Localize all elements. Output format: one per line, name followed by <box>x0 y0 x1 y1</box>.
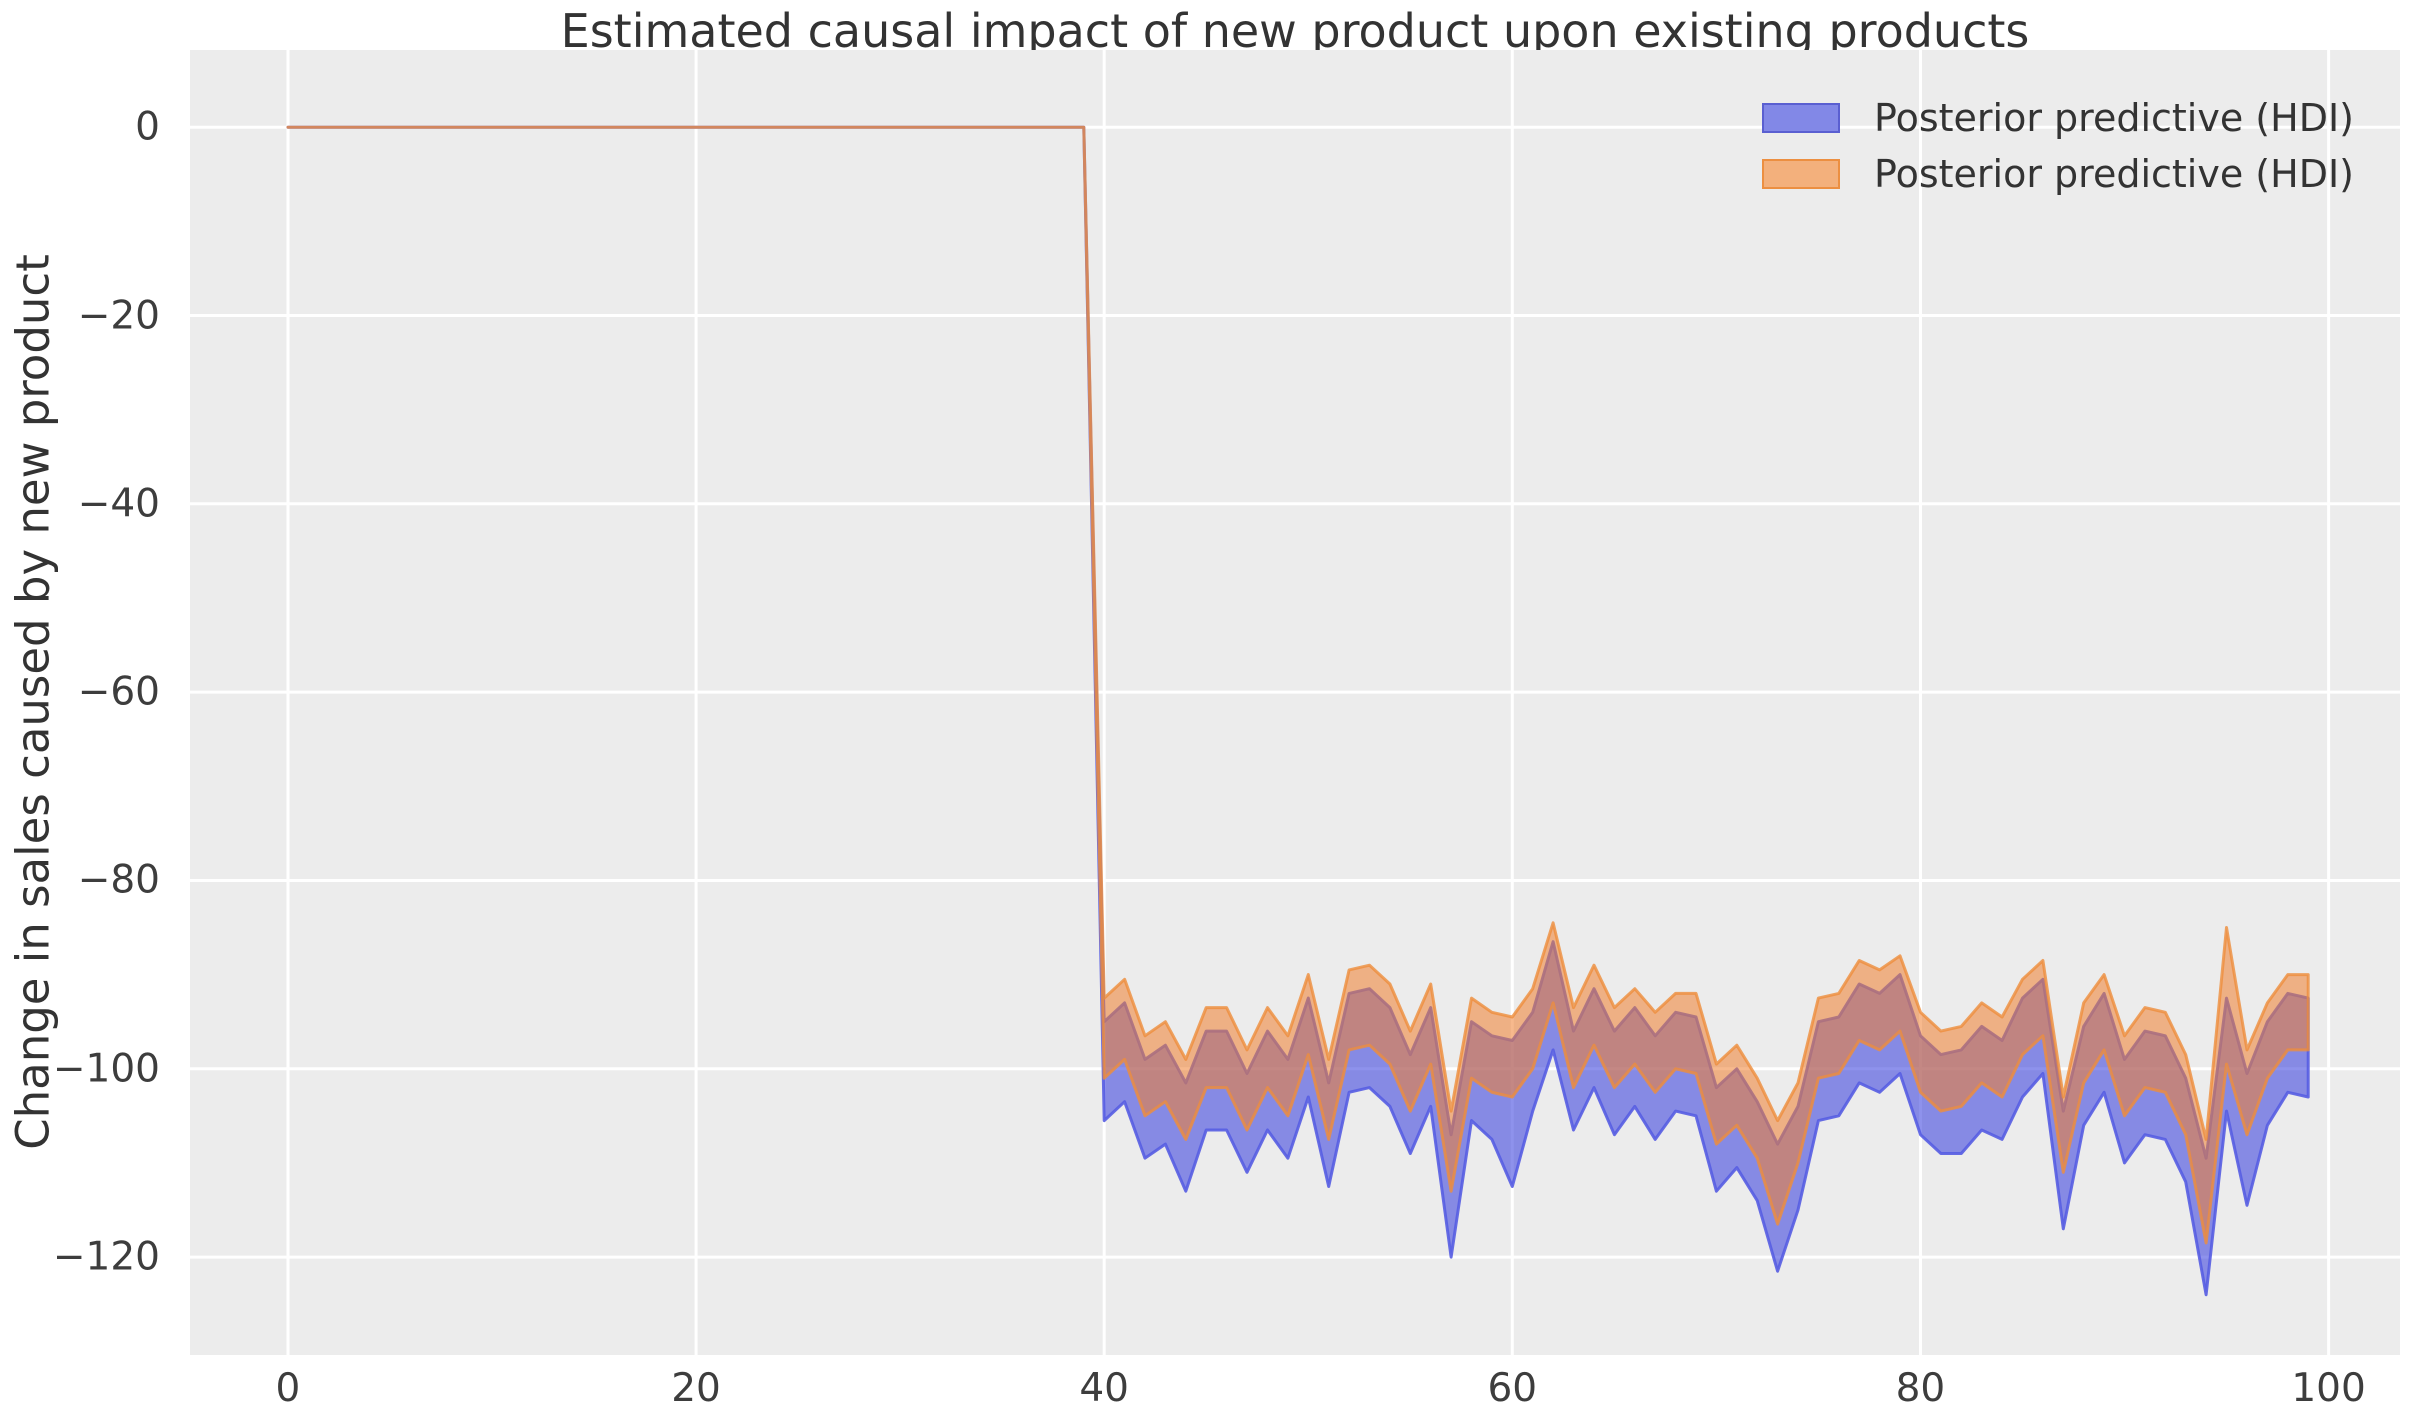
x-axis-tick-labels: 0 20 40 60 80 100 <box>190 1366 2400 1416</box>
y-tick-label: −120 <box>52 1234 160 1280</box>
y-tick-label: −60 <box>77 669 160 715</box>
y-tick-label: 0 <box>135 104 160 150</box>
x-tick-label: 60 <box>1487 1366 1538 1411</box>
x-tick-label: 0 <box>275 1366 301 1411</box>
hdi-band-blue <box>286 125 2310 1297</box>
hdi-band-orange <box>286 125 2310 1245</box>
y-tick-label: −100 <box>52 1046 160 1092</box>
plot-area: Posterior predictive (HDI) Posterior pre… <box>190 50 2400 1355</box>
x-tick-label: 40 <box>1079 1366 1130 1411</box>
chart-canvas <box>190 50 2400 1355</box>
x-tick-label: 20 <box>671 1366 721 1411</box>
y-tick-label: −80 <box>77 857 160 903</box>
legend-item-posterior-predictive-blue: Posterior predictive (HDI) <box>1762 90 2354 146</box>
y-tick-label: −40 <box>77 481 160 527</box>
legend-label: Posterior predictive (HDI) <box>1874 152 2354 196</box>
y-axis-tick-labels: 0 −20 −40 −60 −80 −100 −120 <box>0 50 176 1355</box>
x-tick-label: 100 <box>2291 1366 2366 1411</box>
legend: Posterior predictive (HDI) Posterior pre… <box>1762 90 2354 202</box>
y-tick-label: −20 <box>77 293 160 339</box>
legend-swatch-blue-icon <box>1762 103 1841 133</box>
x-tick-label: 80 <box>1895 1366 1946 1411</box>
legend-label: Posterior predictive (HDI) <box>1874 96 2354 140</box>
chart-title: Estimated causal impact of new product u… <box>560 4 2030 58</box>
legend-item-posterior-predictive-orange: Posterior predictive (HDI) <box>1762 146 2354 202</box>
legend-swatch-orange-icon <box>1762 159 1841 189</box>
